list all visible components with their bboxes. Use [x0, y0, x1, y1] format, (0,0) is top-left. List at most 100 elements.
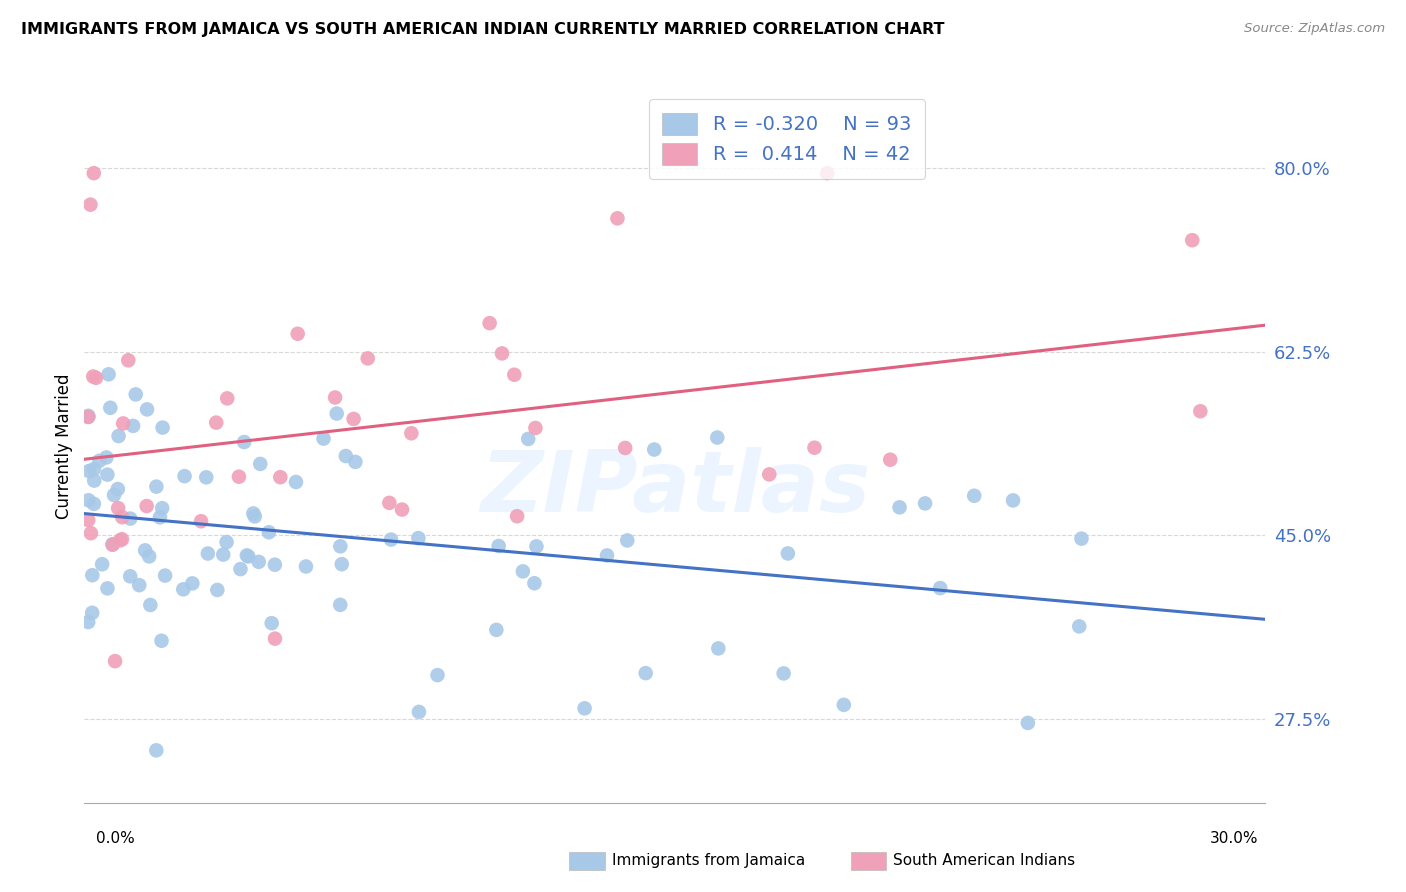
Point	[287, 326, 309, 341]
Point	[242, 507, 264, 521]
Point	[89, 454, 111, 468]
Point	[111, 533, 134, 547]
Point	[207, 582, 229, 597]
Point	[83, 462, 105, 476]
Text: 30.0%: 30.0%	[1211, 831, 1258, 847]
Point	[247, 555, 270, 569]
Point	[91, 558, 114, 572]
Point	[260, 616, 283, 631]
Text: 0.0%: 0.0%	[96, 831, 135, 847]
Point	[803, 441, 825, 455]
Point	[150, 501, 173, 516]
Point	[312, 432, 335, 446]
Point	[1017, 715, 1039, 730]
Point	[517, 432, 540, 446]
Point	[80, 526, 103, 541]
Point	[128, 578, 150, 592]
Point	[83, 474, 105, 488]
Point	[758, 467, 780, 482]
Point	[83, 497, 105, 511]
Point	[706, 431, 728, 445]
Point	[1002, 493, 1025, 508]
Point	[506, 509, 529, 524]
Point	[1181, 233, 1204, 247]
Point	[173, 469, 195, 483]
Point	[264, 558, 287, 572]
Point	[98, 401, 121, 415]
Point	[134, 543, 156, 558]
Point	[112, 417, 135, 431]
Point	[107, 482, 129, 496]
Point	[914, 496, 936, 510]
Point	[96, 582, 118, 596]
Point	[97, 368, 120, 382]
Point	[634, 666, 657, 681]
Point	[295, 559, 318, 574]
Point	[329, 598, 352, 612]
Point	[606, 211, 628, 226]
Point	[138, 549, 160, 564]
Point	[776, 546, 799, 560]
Point	[149, 510, 172, 524]
Point	[236, 549, 259, 563]
Point	[103, 488, 125, 502]
Point	[329, 539, 352, 553]
Point	[243, 509, 266, 524]
Point	[1070, 532, 1092, 546]
Point	[523, 576, 546, 591]
Point	[1189, 404, 1212, 418]
Point	[929, 581, 952, 595]
Point	[96, 467, 118, 482]
Point	[879, 452, 901, 467]
Point	[77, 464, 100, 478]
Point	[96, 450, 118, 465]
Point	[491, 346, 513, 360]
Point	[325, 407, 347, 421]
Point	[77, 615, 100, 629]
Point	[197, 547, 219, 561]
Point	[512, 565, 534, 579]
Point	[391, 502, 413, 516]
Point	[616, 533, 638, 548]
Point	[135, 499, 157, 513]
Point	[82, 369, 104, 384]
Point	[190, 514, 212, 528]
Point	[228, 469, 250, 483]
Point	[120, 511, 142, 525]
Point	[1069, 619, 1091, 633]
Point	[122, 418, 145, 433]
Point	[195, 470, 218, 484]
Point	[152, 420, 174, 434]
Point	[889, 500, 911, 515]
Point	[408, 705, 430, 719]
Point	[357, 351, 380, 366]
Legend: R = -0.320    N = 93, R =  0.414    N = 42: R = -0.320 N = 93, R = 0.414 N = 42	[648, 99, 925, 178]
Text: ZIPatlas: ZIPatlas	[479, 447, 870, 531]
Point	[136, 402, 159, 417]
Point	[238, 549, 260, 564]
Point	[401, 426, 423, 441]
Point	[264, 632, 287, 646]
Point	[84, 371, 107, 385]
Point	[233, 435, 256, 450]
Point	[181, 576, 204, 591]
Point	[120, 569, 142, 583]
Point	[285, 475, 308, 489]
Point	[488, 539, 510, 553]
Text: Immigrants from Jamaica: Immigrants from Jamaica	[612, 854, 804, 868]
Y-axis label: Currently Married: Currently Married	[55, 373, 73, 519]
Point	[205, 416, 228, 430]
Point	[832, 698, 855, 712]
Point	[107, 501, 129, 516]
Point	[77, 409, 100, 424]
Point	[212, 548, 235, 562]
Point	[249, 457, 271, 471]
Point	[707, 641, 730, 656]
Point	[104, 654, 127, 668]
Point	[380, 533, 402, 547]
Text: IMMIGRANTS FROM JAMAICA VS SOUTH AMERICAN INDIAN CURRENTLY MARRIED CORRELATION C: IMMIGRANTS FROM JAMAICA VS SOUTH AMERICA…	[21, 22, 945, 37]
Point	[963, 489, 986, 503]
Point	[153, 568, 176, 582]
Point	[643, 442, 665, 457]
Point	[323, 391, 346, 405]
